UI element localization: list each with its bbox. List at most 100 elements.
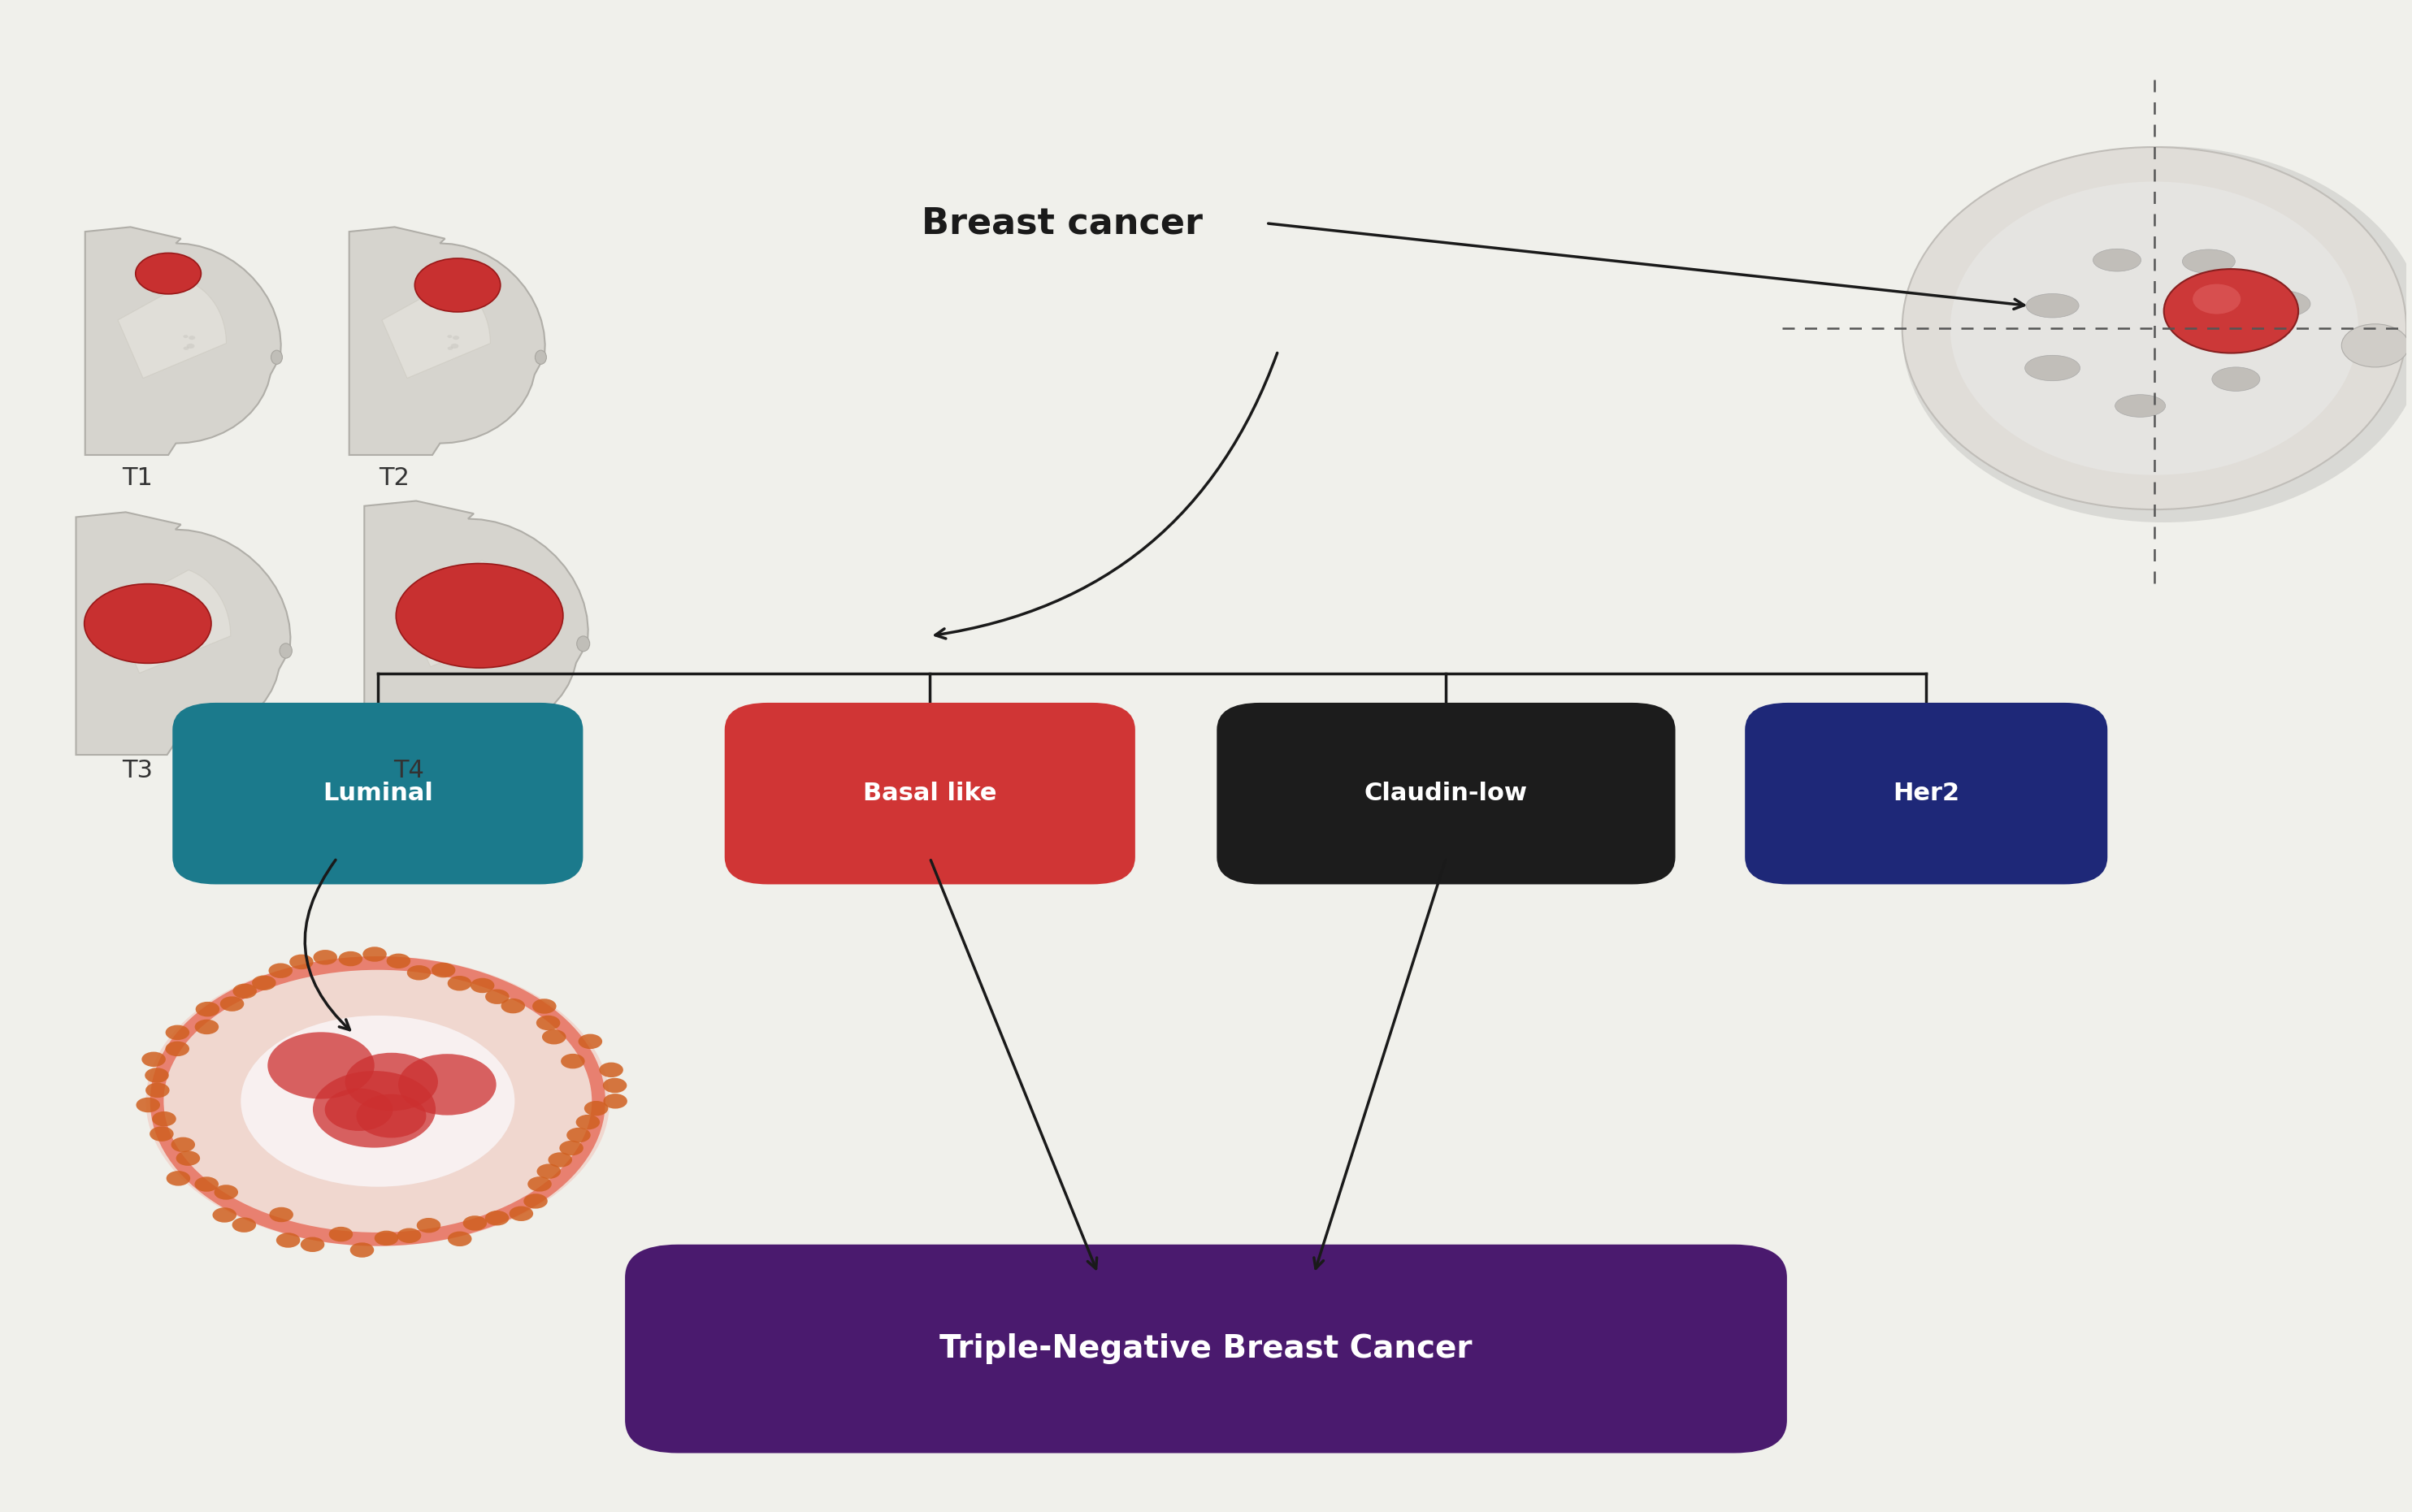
Circle shape xyxy=(2164,269,2299,354)
Circle shape xyxy=(548,1027,572,1042)
Polygon shape xyxy=(111,570,232,673)
Ellipse shape xyxy=(1951,181,2359,475)
Ellipse shape xyxy=(2094,249,2142,271)
Circle shape xyxy=(478,632,482,637)
Circle shape xyxy=(186,343,195,349)
Circle shape xyxy=(154,1157,178,1172)
Circle shape xyxy=(396,564,562,668)
Text: Luminal: Luminal xyxy=(323,782,434,806)
Circle shape xyxy=(581,1101,603,1116)
Circle shape xyxy=(345,1052,439,1111)
Circle shape xyxy=(256,1223,280,1238)
Circle shape xyxy=(352,1231,376,1246)
Text: Claudin-low: Claudin-low xyxy=(1365,782,1527,806)
Circle shape xyxy=(289,1211,314,1226)
Circle shape xyxy=(441,1220,466,1235)
Ellipse shape xyxy=(1903,147,2412,523)
Circle shape xyxy=(318,963,343,978)
Circle shape xyxy=(244,1208,268,1223)
Circle shape xyxy=(191,627,198,632)
Circle shape xyxy=(458,959,482,974)
Circle shape xyxy=(299,974,323,989)
Circle shape xyxy=(227,1196,251,1211)
Polygon shape xyxy=(381,281,490,378)
Text: T3: T3 xyxy=(123,759,152,783)
Circle shape xyxy=(511,1208,535,1223)
Ellipse shape xyxy=(2212,367,2260,392)
Circle shape xyxy=(560,1054,584,1069)
Circle shape xyxy=(183,334,188,339)
Circle shape xyxy=(531,1199,555,1214)
Circle shape xyxy=(275,974,299,987)
Circle shape xyxy=(145,956,610,1246)
Circle shape xyxy=(475,972,499,987)
Circle shape xyxy=(222,998,246,1013)
Circle shape xyxy=(586,1116,610,1131)
Circle shape xyxy=(84,584,212,664)
Circle shape xyxy=(572,1036,596,1051)
Ellipse shape xyxy=(535,351,548,364)
Circle shape xyxy=(386,966,408,981)
Circle shape xyxy=(398,1054,497,1116)
Circle shape xyxy=(198,1175,222,1190)
Ellipse shape xyxy=(2115,395,2166,417)
Ellipse shape xyxy=(1903,147,2407,510)
Text: Triple-Negative Breast Cancer: Triple-Negative Breast Cancer xyxy=(941,1334,1471,1364)
Circle shape xyxy=(176,1167,200,1182)
Circle shape xyxy=(314,1070,437,1148)
Circle shape xyxy=(183,627,188,631)
Text: Basal like: Basal like xyxy=(863,782,996,806)
Circle shape xyxy=(417,1222,441,1237)
Circle shape xyxy=(453,336,458,340)
Polygon shape xyxy=(77,513,289,754)
Circle shape xyxy=(357,1095,427,1139)
Text: Breast cancer: Breast cancer xyxy=(921,206,1204,240)
Circle shape xyxy=(589,1131,613,1146)
Polygon shape xyxy=(350,227,545,455)
Text: T1: T1 xyxy=(123,467,152,490)
Circle shape xyxy=(2193,284,2241,314)
Circle shape xyxy=(188,1018,212,1033)
Polygon shape xyxy=(118,281,227,378)
Circle shape xyxy=(188,336,195,340)
Text: T4: T4 xyxy=(393,759,425,783)
Circle shape xyxy=(446,334,453,339)
Text: T2: T2 xyxy=(379,467,410,490)
FancyBboxPatch shape xyxy=(1744,703,2108,885)
FancyBboxPatch shape xyxy=(174,703,584,885)
FancyBboxPatch shape xyxy=(1216,703,1676,885)
Ellipse shape xyxy=(2250,290,2311,318)
Ellipse shape xyxy=(2026,293,2079,318)
Polygon shape xyxy=(84,227,280,455)
Circle shape xyxy=(601,1093,625,1108)
Circle shape xyxy=(400,1238,425,1253)
Circle shape xyxy=(241,1016,514,1187)
Circle shape xyxy=(207,1009,232,1024)
Text: Her2: Her2 xyxy=(1893,782,1959,806)
Circle shape xyxy=(152,1142,176,1157)
Circle shape xyxy=(482,620,490,624)
Circle shape xyxy=(183,346,188,351)
Circle shape xyxy=(159,1022,183,1037)
Circle shape xyxy=(171,1043,195,1058)
Circle shape xyxy=(326,1089,393,1131)
FancyBboxPatch shape xyxy=(625,1244,1787,1453)
Circle shape xyxy=(586,1148,610,1163)
Circle shape xyxy=(268,1033,374,1099)
Circle shape xyxy=(521,984,545,999)
Circle shape xyxy=(475,618,482,623)
Polygon shape xyxy=(403,561,526,667)
Circle shape xyxy=(482,1208,507,1223)
Circle shape xyxy=(516,1009,540,1024)
Circle shape xyxy=(376,1243,400,1258)
Circle shape xyxy=(564,1175,589,1190)
Circle shape xyxy=(579,1064,603,1080)
Circle shape xyxy=(480,629,490,635)
Circle shape xyxy=(362,962,386,977)
Ellipse shape xyxy=(280,644,292,658)
Circle shape xyxy=(572,1080,596,1095)
FancyBboxPatch shape xyxy=(724,703,1136,885)
Circle shape xyxy=(328,1232,352,1247)
Circle shape xyxy=(241,965,265,980)
Ellipse shape xyxy=(270,351,282,364)
